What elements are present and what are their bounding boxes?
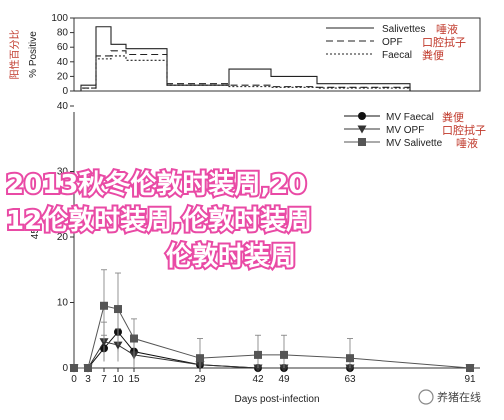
bottom-x-tick-label-7: 7 bbox=[101, 374, 107, 385]
bottom-legend-label-cn-0: 粪便 bbox=[442, 110, 464, 124]
bottom-point-1-6 bbox=[253, 364, 263, 373]
bottom-y-tick-label-20: 20 bbox=[57, 232, 69, 243]
top-legend-label-cn-0: 唾液 bbox=[436, 22, 458, 36]
bottom-point-2-1 bbox=[84, 364, 92, 372]
bottom-legend-label-2: MV Salivette bbox=[386, 138, 443, 149]
bottom-y-tick-label-30: 30 bbox=[57, 167, 69, 178]
bottom-x-tick-label-10: 10 bbox=[112, 374, 124, 385]
bottom-point-2-5 bbox=[196, 354, 204, 363]
top-y-tick-label-60: 60 bbox=[57, 42, 69, 53]
top-panel: 0 20 40 60 80 100 % Positive 阳性百分比 Salivettes 唾液 O… bbox=[8, 13, 481, 97]
bottom-x-tick-label-3: 3 bbox=[85, 374, 91, 385]
bottom-y-tick-label-0: 0 bbox=[62, 363, 68, 374]
top-legend-label-cn-2: 粪便 bbox=[422, 48, 444, 62]
top-y-tick-label-0: 0 bbox=[62, 86, 68, 97]
watermark-text: 养猪在线 bbox=[437, 390, 481, 404]
watermark: 养猪在线 bbox=[418, 389, 481, 405]
bottom-point-2-2 bbox=[100, 301, 108, 310]
bottom-point-2-0 bbox=[70, 364, 78, 372]
overlay-layer: 2013秋冬伦敦时装周,20 12伦敦时装周,伦敦时装周 伦敦时装周 bbox=[4, 167, 314, 274]
overlay-text-line1: 2013秋冬伦敦时装周,20 bbox=[6, 169, 306, 200]
top-y-axis-label: % Positive bbox=[28, 31, 39, 78]
bottom-series-line-2 bbox=[74, 305, 471, 369]
bottom-point-1-3 bbox=[113, 341, 123, 350]
bottom-legend-marker-0 bbox=[358, 112, 366, 120]
bottom-x-tick-label-15: 15 bbox=[128, 374, 140, 385]
bottom-legend-label-1: MV OPF bbox=[386, 125, 424, 136]
bottom-point-2-9 bbox=[466, 364, 474, 372]
bottom-x-tick-label-0: 0 bbox=[71, 374, 77, 385]
top-y-tick-label-20: 20 bbox=[57, 71, 69, 82]
bottom-point-1-7 bbox=[279, 364, 289, 373]
overlay-text-line3: 伦敦时装周 bbox=[166, 241, 296, 272]
top-series-line-2 bbox=[74, 55, 470, 92]
bottom-point-2-3 bbox=[114, 305, 122, 314]
bottom-legend-label-cn-2: 唾液 bbox=[456, 136, 478, 150]
top-legend-label-2: Faecal bbox=[382, 50, 412, 61]
bottom-point-1-8 bbox=[345, 364, 355, 373]
top-y-axis-label-cn: 阳性百分比 bbox=[8, 30, 21, 80]
bottom-series-line-1 bbox=[74, 341, 470, 369]
bottom-x-tick-label-42: 42 bbox=[252, 374, 264, 385]
top-legend-label-cn-1: 口腔拭子 bbox=[422, 35, 466, 49]
bottom-point-1-2 bbox=[99, 338, 109, 347]
bottom-legend-marker-1 bbox=[357, 125, 367, 134]
top-plot-frame bbox=[73, 17, 481, 92]
bottom-legend-label-cn-1: 口腔拭子 bbox=[442, 123, 486, 137]
bottom-y-tick-label-40: 40 bbox=[57, 101, 69, 112]
bottom-x-tick-label-91: 91 bbox=[464, 374, 476, 385]
bottom-legend-label-0: MV Faecal bbox=[386, 112, 434, 123]
bottom-x-tick-label-29: 29 bbox=[194, 374, 206, 385]
top-y-tick-label-40: 40 bbox=[57, 57, 69, 68]
top-y-tick-label-80: 80 bbox=[57, 28, 69, 39]
top-legend-label-1: OPF bbox=[382, 37, 403, 48]
top-y-tick-label-100: 100 bbox=[51, 13, 68, 24]
bottom-x-tick-label-49: 49 bbox=[278, 374, 290, 385]
bottom-point-2-6 bbox=[254, 350, 262, 359]
bottom-x-tick-label-63: 63 bbox=[344, 374, 356, 385]
bottom-y-axis-label: 45- bbox=[30, 225, 41, 239]
bottom-x-axis-label: Days post-infection bbox=[234, 394, 319, 405]
watermark-logo-icon bbox=[418, 389, 434, 405]
bottom-point-2-4 bbox=[130, 334, 138, 343]
top-legend-label-0: Salivettes bbox=[382, 24, 425, 35]
bottom-point-2-8 bbox=[346, 354, 354, 363]
bottom-point-2-7 bbox=[280, 350, 288, 359]
bottom-legend-marker-2 bbox=[358, 138, 366, 146]
overlay-text-line2: 12伦敦时装周,伦敦时装周 bbox=[6, 205, 312, 236]
bottom-y-tick-label-10: 10 bbox=[57, 298, 69, 309]
